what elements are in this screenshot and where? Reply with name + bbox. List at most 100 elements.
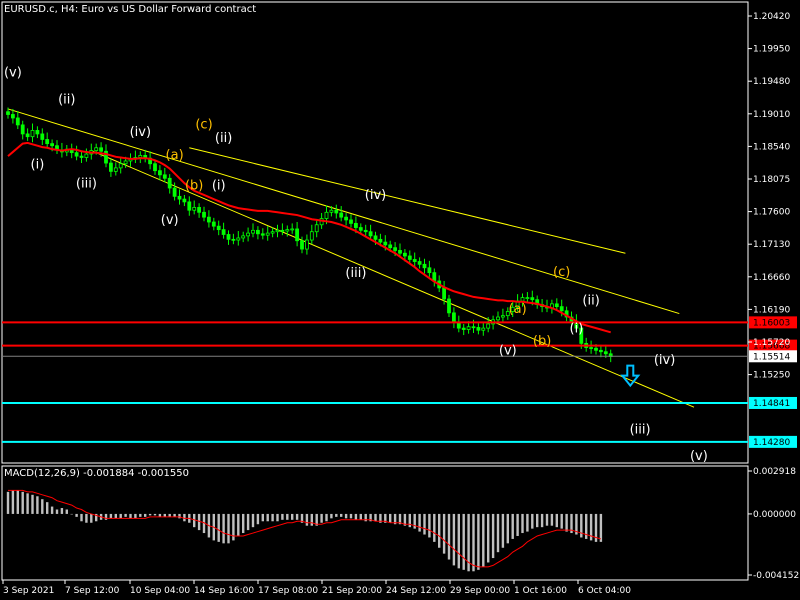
price-tick-label: 1.18075 bbox=[753, 175, 790, 185]
candle-body bbox=[393, 247, 398, 251]
macd-histogram-bar bbox=[477, 513, 480, 570]
candle-body bbox=[84, 153, 89, 158]
price-tick-label: 1.20420 bbox=[753, 12, 790, 22]
candle-body bbox=[476, 327, 481, 331]
current-price-text: 1.15514 bbox=[753, 352, 790, 362]
time-tick-label: 7 Sep 12:00 bbox=[65, 586, 120, 596]
wave-label: (ii) bbox=[215, 131, 232, 146]
candle-body bbox=[123, 160, 128, 165]
time-tick-label: 29 Sep 00:00 bbox=[450, 586, 510, 596]
candle-body bbox=[496, 316, 500, 321]
candle-body bbox=[6, 111, 10, 115]
macd-tick-label: 0.000000 bbox=[753, 510, 796, 520]
macd-histogram-bar bbox=[447, 513, 451, 560]
candle-body bbox=[216, 225, 221, 231]
candle-body bbox=[314, 224, 319, 233]
level-price-text: 1.15668 bbox=[753, 342, 790, 352]
projection-arrow bbox=[620, 364, 641, 388]
main-panel-border bbox=[1, 1, 749, 464]
macd-histogram-bar bbox=[251, 513, 255, 528]
macd-tick-label: -0.004152 bbox=[753, 571, 799, 581]
price-tick-label: 1.19480 bbox=[753, 77, 790, 87]
candle-body bbox=[94, 147, 99, 151]
macd-histogram-bar bbox=[55, 509, 59, 514]
candle-body bbox=[30, 130, 35, 138]
macd-histogram-bar bbox=[423, 513, 426, 535]
level-price-text: 1.16003 bbox=[753, 318, 790, 328]
wave-label: (ii) bbox=[582, 294, 599, 309]
candle-body bbox=[118, 163, 123, 169]
candle-body bbox=[486, 323, 491, 329]
macd-histogram-bar bbox=[438, 513, 441, 548]
macd-histogram-bar bbox=[354, 513, 358, 520]
macd-histogram-bar bbox=[545, 513, 549, 526]
wave-label: (iii) bbox=[630, 423, 651, 438]
wave-label: (c) bbox=[553, 265, 570, 280]
candle-body bbox=[280, 229, 285, 232]
candle-body bbox=[167, 177, 172, 189]
macd-histogram-bar bbox=[536, 513, 539, 528]
candle-body bbox=[251, 229, 255, 234]
price-tick-label: 1.19010 bbox=[753, 110, 790, 120]
macd-histogram-bar bbox=[75, 513, 78, 517]
candle-body bbox=[206, 216, 211, 223]
candle-body bbox=[530, 297, 535, 301]
candle-body bbox=[246, 232, 251, 237]
macd-histogram-bar bbox=[305, 513, 309, 526]
candle-body bbox=[383, 241, 388, 246]
macd-histogram-bar bbox=[222, 513, 225, 544]
macd-histogram-bar bbox=[114, 513, 117, 519]
candle-body bbox=[211, 221, 216, 227]
macd-histogram-bar bbox=[442, 513, 446, 554]
down-arrow-icon bbox=[620, 364, 641, 388]
candle-body bbox=[260, 233, 265, 236]
level-price-tag bbox=[749, 339, 797, 352]
wave-label: (v) bbox=[690, 449, 708, 464]
wave-label: (ii) bbox=[58, 92, 75, 107]
candle-body bbox=[594, 347, 598, 351]
macd-histogram-bar bbox=[555, 513, 558, 528]
time-axis: 3 Sep 2021 7 Sep 12:00 10 Sep 04:00 14 Sep … bbox=[2, 580, 631, 596]
candle-body bbox=[182, 198, 187, 203]
macd-histogram-bar bbox=[364, 513, 367, 522]
macd-histogram-bar bbox=[531, 513, 534, 529]
macd-histogram-bar bbox=[21, 491, 24, 514]
macd-histogram-bar bbox=[413, 513, 416, 529]
macd-histogram-bar bbox=[237, 513, 240, 536]
time-tick-label: 21 Sep 20:00 bbox=[322, 586, 382, 596]
wave-label: (a) bbox=[509, 302, 527, 317]
macd-histogram-bar bbox=[408, 513, 411, 528]
macd-histogram-bar bbox=[41, 499, 44, 514]
wave-label: (i) bbox=[212, 178, 226, 193]
candle-body bbox=[599, 349, 603, 353]
macd-histogram-bar bbox=[349, 513, 353, 519]
candle-body bbox=[466, 326, 471, 330]
wave-label: (c) bbox=[195, 117, 212, 132]
candle-body bbox=[226, 234, 231, 240]
macd-signal-line bbox=[8, 489, 602, 568]
candle-body bbox=[275, 229, 280, 233]
candle-body bbox=[559, 306, 564, 312]
candle-body bbox=[104, 150, 108, 164]
macd-histogram-bar bbox=[570, 513, 573, 534]
candle-body bbox=[153, 163, 157, 172]
candle-body bbox=[402, 252, 407, 257]
macd-histogram-bar bbox=[379, 513, 382, 523]
price-tick-label: 1.17600 bbox=[753, 208, 790, 218]
macd-histogram-bar bbox=[109, 513, 113, 519]
macd-histogram-bar bbox=[148, 513, 152, 516]
macd-histogram-bar bbox=[511, 513, 514, 539]
macd-histogram-bar bbox=[310, 513, 313, 526]
wave-label: (v) bbox=[4, 65, 22, 80]
wave-label: (iii) bbox=[345, 266, 366, 281]
macd-histogram-bar bbox=[496, 513, 500, 553]
candle-body bbox=[520, 297, 525, 302]
candle-body bbox=[177, 195, 182, 200]
candle-body bbox=[329, 209, 334, 213]
candle-body bbox=[451, 312, 456, 323]
macd-histogram-bar bbox=[281, 513, 284, 520]
macd-histogram-bar bbox=[90, 513, 93, 523]
candle-body bbox=[554, 303, 559, 308]
macd-histogram-bar bbox=[266, 513, 269, 522]
